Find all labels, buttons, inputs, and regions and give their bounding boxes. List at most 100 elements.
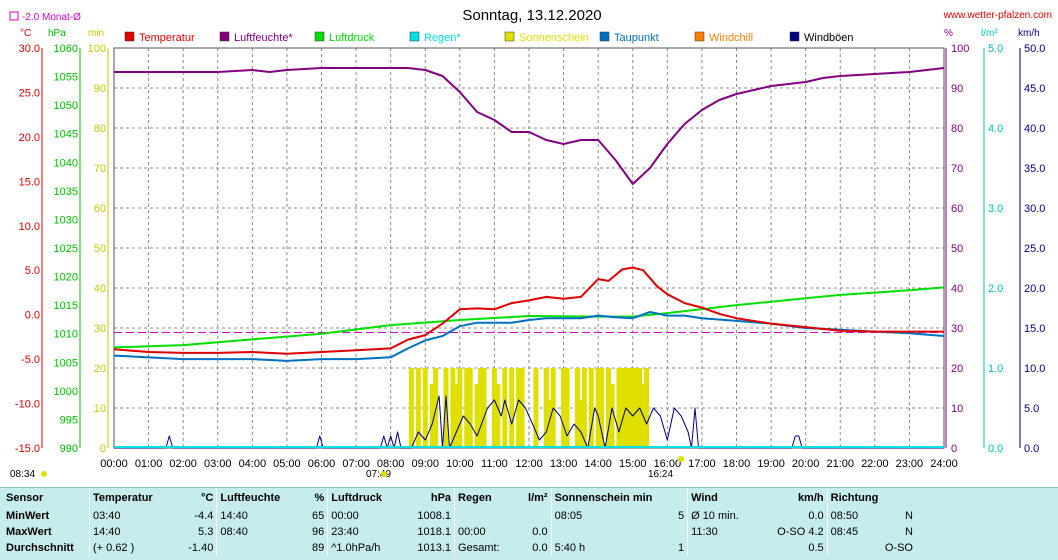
cell: 1018.1 bbox=[417, 526, 452, 538]
cell bbox=[454, 508, 518, 524]
legend: Temperatur Luftfeuchte* Luftdruck Regen* Son… bbox=[124, 31, 854, 44]
sunshine-bar bbox=[574, 368, 580, 448]
cell: 1008.1 bbox=[417, 510, 452, 522]
time-tick-label: 02:00 bbox=[169, 458, 197, 470]
time-tick-label: 03:00 bbox=[204, 458, 232, 470]
sunshine-bar bbox=[478, 368, 484, 448]
time-tick-label: 22:00 bbox=[861, 458, 889, 470]
sunshine-bar bbox=[467, 368, 473, 448]
cell: Ø 10 min. bbox=[687, 508, 759, 524]
time-tick-label: 18:00 bbox=[723, 458, 751, 470]
header-rain: Regen bbox=[454, 488, 518, 508]
sunshine-bar bbox=[450, 368, 456, 448]
legend-label: Temperatur bbox=[139, 32, 195, 44]
temp-tick-label: 0.0 bbox=[25, 310, 40, 322]
header-humidity-unit: % bbox=[314, 492, 325, 504]
minutes-tick-label: 50 bbox=[94, 243, 106, 255]
legend-label: Luftdruck bbox=[329, 32, 375, 44]
rain-tick-label: 2.0 bbox=[988, 283, 1003, 295]
legend-label: Windchill bbox=[709, 32, 753, 44]
cell: -1.40 bbox=[188, 542, 214, 554]
cell: N bbox=[905, 526, 913, 538]
pressure-tick-label: 1055 bbox=[54, 72, 78, 84]
sunshine-bar bbox=[588, 368, 594, 448]
humidity-tick-label: 40 bbox=[951, 283, 963, 295]
rain-tick-label: 4.0 bbox=[988, 123, 1003, 135]
temp-tick-label: 25.0 bbox=[19, 87, 40, 99]
wind-tick-label: 10.0 bbox=[1024, 363, 1045, 375]
sunrise-icon bbox=[381, 471, 387, 477]
humidity-tick-label: 30 bbox=[951, 323, 963, 335]
rain-tick-label: 0.0 bbox=[988, 443, 1003, 455]
cell: 08:40 bbox=[216, 524, 304, 540]
unit-pressure: hPa bbox=[48, 28, 66, 39]
temp-tick-label: 20.0 bbox=[19, 132, 40, 144]
legend-label: Taupunkt bbox=[614, 32, 659, 44]
header-pressure-unit: hPa bbox=[430, 492, 452, 504]
cell bbox=[517, 508, 551, 524]
pressure-tick-label: 1020 bbox=[54, 272, 78, 284]
legend-label: Luftfeuchte* bbox=[234, 32, 293, 44]
cell: Gesamt: bbox=[454, 540, 518, 556]
legend-swatch bbox=[124, 31, 135, 42]
cell: 65 bbox=[311, 510, 325, 522]
wind-tick-label: 20.0 bbox=[1024, 283, 1045, 295]
sunshine-bar bbox=[633, 368, 639, 448]
pressure-tick-label: 1060 bbox=[54, 43, 78, 55]
sunshine-bar bbox=[429, 384, 435, 448]
cell bbox=[550, 524, 653, 540]
weather-chart: 30.0 25.0 20.0 15.0 10.0 5.0 0.0 -5.0 -10.0 -15.0… bbox=[9, 7, 1052, 480]
site-link[interactable]: www.wetter-pfalzen.com bbox=[943, 10, 1052, 21]
time-tick-label: 15:00 bbox=[619, 458, 647, 470]
rain-tick-label: 5.0 bbox=[988, 43, 1003, 55]
cell bbox=[687, 540, 759, 556]
cell: -4.4 bbox=[194, 510, 214, 522]
pressure-tick-label: 1030 bbox=[54, 214, 78, 226]
cell: O-SO bbox=[884, 542, 913, 554]
unit-wind: km/h bbox=[1018, 28, 1040, 39]
sunshine-bar bbox=[474, 384, 480, 448]
cell: N bbox=[905, 510, 913, 522]
sunshine-bar bbox=[516, 368, 522, 448]
rain-tick-label: 1.0 bbox=[988, 363, 1003, 375]
cell bbox=[653, 524, 688, 540]
summary-table: Sensor Temperatur °C Luftfeuchte % Luftd… bbox=[0, 488, 916, 556]
time-tick-label: 19:00 bbox=[757, 458, 785, 470]
legend-label: Windböen bbox=[804, 32, 854, 44]
cell: 1 bbox=[677, 542, 685, 554]
sunshine-bar bbox=[619, 368, 625, 448]
header-pressure: Luftdruck bbox=[327, 488, 403, 508]
sunshine-bar bbox=[609, 384, 615, 448]
tick-labels: 30.0 25.0 20.0 15.0 10.0 5.0 0.0 -5.0 -10.0 -15.0… bbox=[15, 43, 1046, 470]
sunshine-bar bbox=[547, 400, 553, 448]
legend-swatch bbox=[314, 31, 325, 42]
cell: O-SO 4.2 bbox=[777, 526, 824, 538]
wind-tick-label: 5.0 bbox=[1024, 403, 1039, 415]
aux-time-label: 08:34 bbox=[10, 469, 35, 480]
rain-tick-label: 3.0 bbox=[988, 203, 1003, 215]
pressure-tick-label: 1005 bbox=[54, 357, 78, 369]
sunshine-bar bbox=[561, 368, 567, 448]
wind-tick-label: 40.0 bbox=[1024, 123, 1045, 135]
pressure-tick-label: 1045 bbox=[54, 129, 78, 141]
sunshine-bar bbox=[533, 368, 539, 448]
time-tick-label: 08:00 bbox=[377, 458, 405, 470]
legend-swatch bbox=[599, 31, 610, 42]
sunshine-bar bbox=[443, 368, 449, 448]
minutes-tick-label: 80 bbox=[94, 123, 106, 135]
cell: (+ 0.62 ) bbox=[88, 540, 176, 556]
sunset-icon bbox=[678, 456, 684, 462]
pressure-tick-label: 1000 bbox=[54, 386, 78, 398]
summary-table-panel: Sensor Temperatur °C Luftfeuchte % Luftd… bbox=[0, 487, 1058, 560]
legend-swatch bbox=[219, 31, 230, 42]
pressure-tick-label: 1025 bbox=[54, 243, 78, 255]
sunset-label: 16:24 bbox=[648, 469, 673, 480]
time-tick-label: 17:00 bbox=[688, 458, 716, 470]
humidity-tick-label: 0 bbox=[951, 443, 957, 455]
wind-tick-label: 15.0 bbox=[1024, 323, 1045, 335]
chart-title: Sonntag, 13.12.2020 bbox=[462, 7, 601, 24]
sunshine-bar bbox=[595, 368, 601, 448]
row-label: MinWert bbox=[6, 510, 50, 522]
sunshine-bar bbox=[606, 368, 612, 448]
sunshine-bar bbox=[415, 368, 421, 448]
